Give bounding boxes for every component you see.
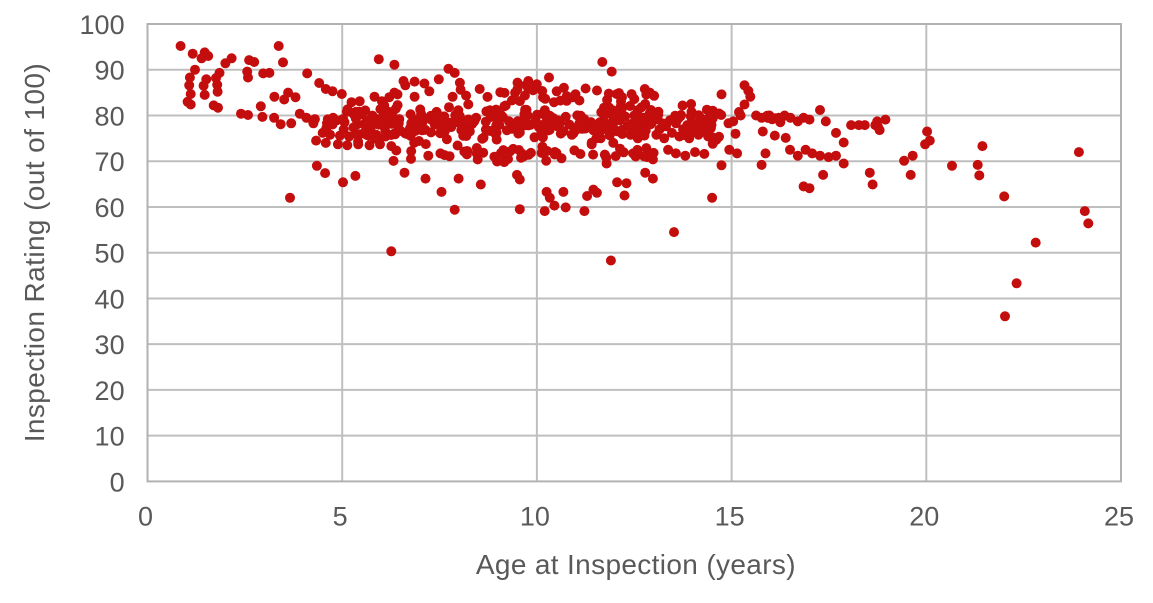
svg-text:40: 40 <box>95 284 125 314</box>
svg-text:5: 5 <box>333 501 348 531</box>
svg-text:80: 80 <box>95 102 125 132</box>
svg-text:25: 25 <box>1104 501 1134 531</box>
svg-text:70: 70 <box>95 147 125 177</box>
svg-text:20: 20 <box>95 376 125 406</box>
svg-text:30: 30 <box>95 330 125 360</box>
svg-text:0: 0 <box>110 467 125 497</box>
svg-text:Inspection Rating (out of 100): Inspection Rating (out of 100) <box>19 63 50 442</box>
svg-text:100: 100 <box>80 10 125 40</box>
svg-text:0: 0 <box>138 501 153 531</box>
svg-text:10: 10 <box>95 422 125 452</box>
svg-text:10: 10 <box>520 501 550 531</box>
svg-text:90: 90 <box>95 56 125 86</box>
svg-text:20: 20 <box>909 501 939 531</box>
svg-text:Age at Inspection (years): Age at Inspection (years) <box>476 549 796 580</box>
svg-text:60: 60 <box>95 193 125 223</box>
svg-text:15: 15 <box>715 501 745 531</box>
svg-text:50: 50 <box>95 239 125 269</box>
